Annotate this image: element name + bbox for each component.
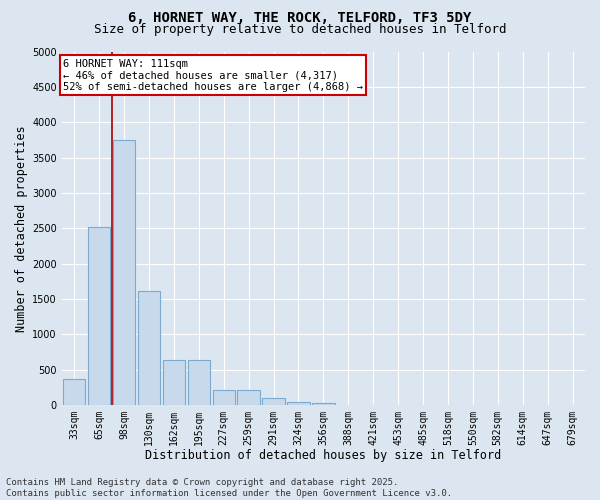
Text: 6 HORNET WAY: 111sqm
← 46% of detached houses are smaller (4,317)
52% of semi-de: 6 HORNET WAY: 111sqm ← 46% of detached h… — [63, 58, 363, 92]
Bar — [63, 379, 85, 405]
Bar — [212, 390, 235, 405]
Bar — [312, 403, 335, 405]
X-axis label: Distribution of detached houses by size in Telford: Distribution of detached houses by size … — [145, 450, 502, 462]
Y-axis label: Number of detached properties: Number of detached properties — [15, 125, 28, 332]
Bar — [113, 140, 135, 405]
Bar — [163, 360, 185, 405]
Bar — [287, 402, 310, 405]
Text: 6, HORNET WAY, THE ROCK, TELFORD, TF3 5DY: 6, HORNET WAY, THE ROCK, TELFORD, TF3 5D… — [128, 11, 472, 25]
Bar — [88, 227, 110, 405]
Bar — [238, 390, 260, 405]
Bar — [188, 360, 210, 405]
Bar — [262, 398, 285, 405]
Bar — [138, 290, 160, 405]
Text: Contains HM Land Registry data © Crown copyright and database right 2025.
Contai: Contains HM Land Registry data © Crown c… — [6, 478, 452, 498]
Text: Size of property relative to detached houses in Telford: Size of property relative to detached ho… — [94, 22, 506, 36]
